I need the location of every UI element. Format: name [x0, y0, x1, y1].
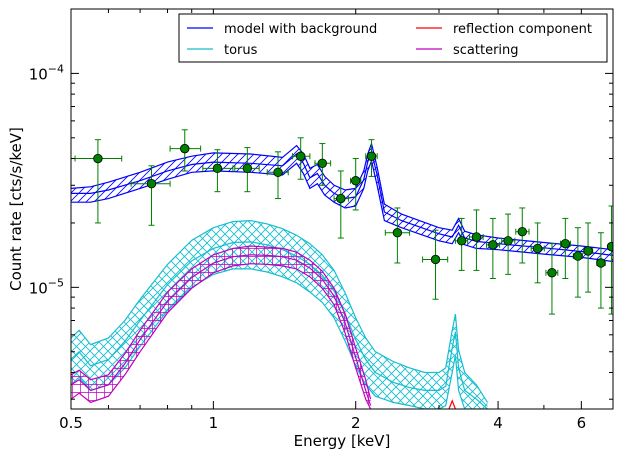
data-point	[488, 240, 498, 250]
data-point	[366, 151, 377, 161]
plot-frame	[70, 8, 614, 410]
data-point	[295, 151, 306, 161]
legend-label-scattering: scattering	[453, 43, 519, 58]
data-point	[583, 246, 593, 256]
legend-label-model: model with background	[224, 22, 377, 37]
data-point	[517, 227, 527, 237]
x-tick-label: 1	[209, 414, 219, 432]
data-point	[456, 236, 467, 246]
data-point	[317, 158, 328, 169]
data-point	[392, 228, 403, 238]
y-axis-label: Count rate [cts/s/keV]	[7, 127, 25, 291]
scattering-upper-line	[71, 245, 372, 400]
data-point	[430, 254, 441, 265]
y-tick-label: 10−4	[29, 62, 64, 83]
legend-box	[178, 13, 608, 63]
data-point	[180, 143, 190, 154]
axis-ticks: 0.5 1 2 4 6 10−4 10−5	[29, 8, 614, 432]
x-tick-label: 2	[351, 414, 361, 432]
scattering-band-fill	[71, 246, 371, 409]
y-tick-label: 10−5	[29, 276, 64, 297]
data-point	[573, 251, 583, 261]
torus-upper-line	[71, 219, 489, 403]
data-point	[212, 163, 223, 174]
model-upper-line	[71, 141, 613, 251]
data-point	[596, 258, 606, 268]
model-mid-line	[71, 149, 613, 256]
torus-band-fill	[71, 220, 488, 409]
data-point	[351, 176, 361, 186]
data-point	[146, 179, 157, 189]
legend: model with background reflection compone…	[178, 13, 608, 63]
legend-label-torus: torus	[224, 43, 258, 58]
data-points	[74, 129, 613, 315]
data-point	[503, 236, 513, 246]
reflection-line	[448, 399, 456, 409]
scattering-lower-line	[71, 263, 372, 409]
data-point	[547, 268, 557, 278]
data-point	[273, 167, 283, 177]
x-axis-label: Energy [keV]	[294, 432, 391, 450]
x-tick-label: 4	[493, 414, 503, 432]
data-point	[242, 163, 253, 174]
data-point	[532, 243, 543, 254]
legend-label-reflection: reflection component	[453, 22, 592, 37]
data-point	[93, 153, 103, 164]
x-tick-label: 6	[577, 414, 587, 432]
data-point	[560, 238, 571, 249]
data-point	[471, 232, 482, 242]
data-point	[336, 193, 346, 204]
x-tick-label: 0.5	[59, 414, 83, 432]
scattering-mid-line	[71, 254, 372, 406]
data-point	[606, 241, 613, 252]
